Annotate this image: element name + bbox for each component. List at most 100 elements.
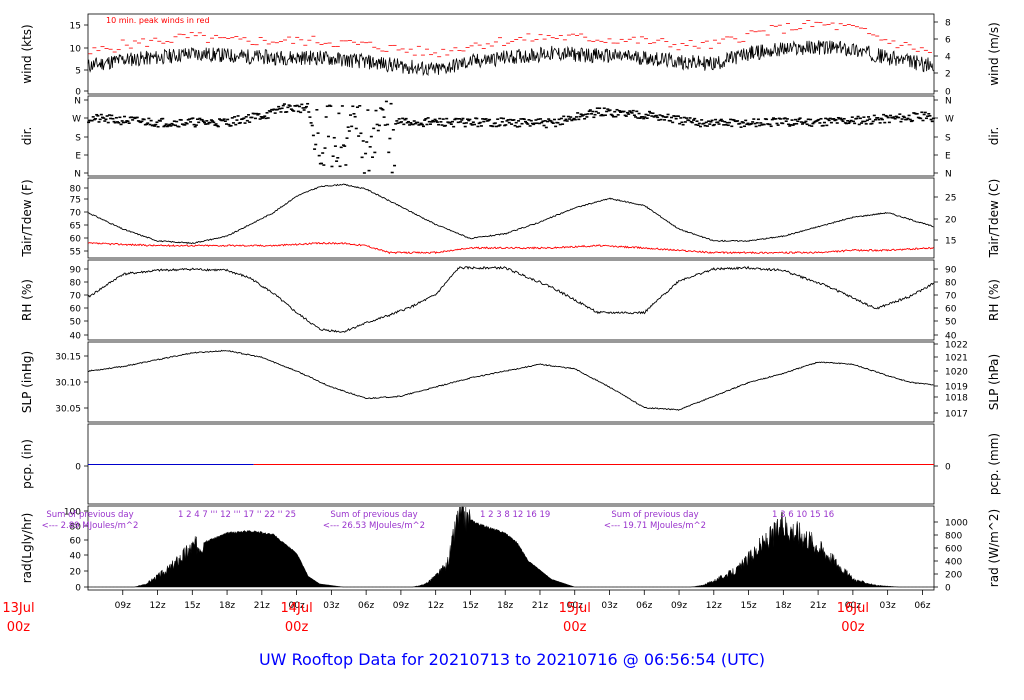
time-tick-label: 15z (184, 601, 200, 611)
panel-frame (87, 341, 935, 423)
left-tick-label: 70 (70, 209, 82, 219)
right-tick-label: 4 (945, 53, 951, 63)
time-tick-label: 06z (914, 601, 930, 611)
date-hour-label: 00z (841, 620, 865, 635)
right-tick-label: 40 (945, 332, 957, 342)
time-tick-label: 21z (810, 601, 826, 611)
left-tick-label: 20 (70, 568, 82, 578)
date-label: 15Jul (559, 601, 591, 616)
right-tick-label: 0 (945, 584, 951, 594)
left-tick-label: N (74, 170, 81, 180)
left-tick-label: 30.10 (55, 379, 81, 389)
time-tick-label: 00z (845, 601, 861, 611)
left-tick-label: 0 (75, 88, 81, 98)
panel-6: rad(Lgly/hr) rad (W/m^2)02040608010002004… (20, 505, 1001, 594)
time-tick-label: 00z (567, 601, 583, 611)
panel-0: wind (kts) wind (m/s) 0 5 10 15 0 2 4 6 8 (20, 13, 1001, 98)
right-tick-label: N (945, 170, 952, 180)
panels-layer: wind (kts) wind (m/s) 0 5 10 15 0 2 4 6 8 dir. dir. N… (20, 13, 1001, 594)
right-tick-label: 1017 (945, 410, 968, 420)
left-axis-label: SLP (inHg) (20, 351, 34, 413)
date-label: 13Jul (2, 601, 34, 616)
right-tick-label: 25 (945, 194, 956, 204)
left-tick-label: 10 (70, 45, 82, 55)
radiation-note-title: Sum of previous day (611, 510, 698, 520)
time-tick-label: 12z (149, 601, 165, 611)
right-axis-label: dir. (987, 127, 1001, 146)
time-tick-label: 06z (636, 601, 652, 611)
left-tick-label: 0 (75, 463, 81, 473)
time-tick-label: 21z (254, 601, 270, 611)
time-tick-label: 09z (393, 601, 409, 611)
radiation-note-hours: 1 2 3 8 12 16 19 (480, 510, 550, 520)
right-tick-label: 0 (945, 463, 951, 473)
left-tick-label: 0 (75, 584, 81, 594)
left-tick-label: 5 (75, 67, 81, 77)
solar-radiation-area (88, 506, 934, 588)
right-tick-label: S (945, 134, 951, 144)
left-tick-label: 65 (70, 222, 81, 232)
right-axis-label: pcp. (mm) (987, 433, 1001, 495)
right-axis-label: SLP (hPa) (987, 354, 1001, 410)
time-tick-label: 09z (671, 601, 687, 611)
radiation-note-sum: <--- 2.89 MJoules/m^2 (42, 521, 139, 531)
right-axis-label: Tair/Tdew (C) (987, 179, 1001, 259)
date-hour-label: 00z (563, 620, 587, 635)
right-axis-label: RH (%) (987, 279, 1001, 321)
right-tick-label: 1020 (945, 368, 968, 378)
right-tick-label: 60 (945, 305, 957, 315)
left-tick-label: 15 (70, 22, 81, 32)
left-axis-label: dir. (20, 127, 34, 146)
left-axis-label: RH (%) (20, 279, 34, 321)
left-tick-label: 40 (70, 552, 82, 562)
wind-speed-line (87, 40, 934, 77)
left-tick-label: 60 (70, 235, 82, 245)
right-tick-label: 6 (945, 36, 951, 46)
left-tick-label: S (75, 134, 81, 144)
radiation-note-hours: 1 2 4 7 ''' 12 ''' 17 '' 22 '' 25 (178, 510, 296, 520)
right-tick-label: 600 (945, 545, 962, 555)
radiation-note-0: Sum of previous day<--- 2.89 MJoules/m^2… (42, 510, 296, 531)
left-tick-label: 75 (70, 196, 81, 206)
left-tick-label: 60 (70, 305, 82, 315)
left-axis-label: rad(Lgly/hr) (20, 513, 34, 584)
peak-wind-note: 10 min. peak winds in red (106, 16, 210, 25)
time-tick-label: 00z (289, 601, 305, 611)
radiation-note-title: Sum of previous day (330, 510, 417, 520)
time-tick-label: 03z (323, 601, 339, 611)
right-tick-label: 1021 (945, 354, 968, 364)
right-tick-label: 1000 (945, 519, 968, 529)
right-tick-label: 90 (945, 266, 957, 276)
right-tick-label: 1022 (945, 341, 968, 351)
date-hour-label: 00z (285, 620, 309, 635)
dew-point-line (87, 241, 934, 255)
right-tick-label: 50 (945, 318, 957, 328)
panel-frame (87, 95, 935, 177)
time-tick-label: 03z (601, 601, 617, 611)
panel-3: RH (%) RH (%) 40 50 60 70 80 90 40 50 60 70 80 90 (20, 259, 1001, 342)
time-tick-label: 12z (706, 601, 722, 611)
right-tick-label: 70 (945, 292, 957, 302)
panel-frame (87, 259, 935, 341)
panel-frame (87, 177, 935, 259)
right-tick-label: N (945, 97, 952, 107)
right-tick-label: 15 (945, 237, 956, 247)
date-hour-label: 00z (7, 620, 31, 635)
left-axis-label: Tair/Tdew (F) (20, 179, 34, 257)
left-tick-label: E (75, 152, 81, 162)
radiation-note-sum: <--- 19.71 MJoules/m^2 (604, 521, 706, 531)
time-axis: 09z 12z 15z 18z 21z 00z 03z 06z 09z 12z 15z 18z 21z 0… (2, 590, 931, 635)
time-tick-label: 06z (358, 601, 374, 611)
right-tick-label: 1019 (945, 383, 968, 393)
right-axis-label: wind (m/s) (987, 22, 1001, 86)
left-tick-label: 30.15 (55, 353, 81, 363)
right-axis-label: rad (W/m^2) (987, 509, 1001, 587)
peak-wind-marks (88, 20, 932, 58)
left-tick-label: 100 (64, 508, 81, 518)
time-tick-label: 18z (219, 601, 235, 611)
date-label: 16Jul (837, 601, 869, 616)
left-tick-label: 80 (70, 185, 82, 195)
right-tick-label: 800 (945, 532, 962, 542)
